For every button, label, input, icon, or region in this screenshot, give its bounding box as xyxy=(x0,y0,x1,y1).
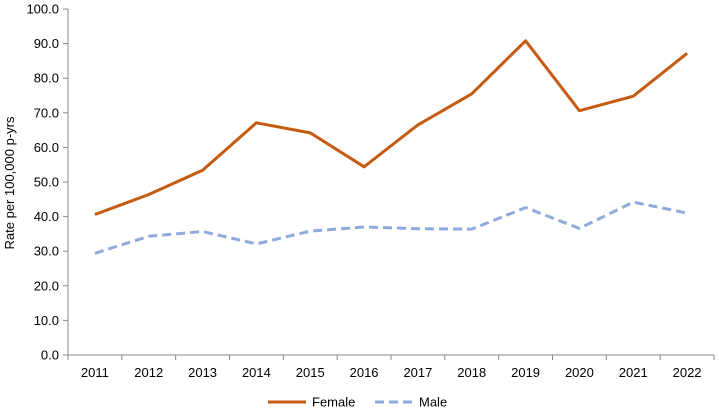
x-tick-label: 2020 xyxy=(565,365,594,380)
x-tick-label: 2018 xyxy=(457,365,486,380)
x-tick-label: 2012 xyxy=(134,365,163,380)
x-tick-label: 2011 xyxy=(81,365,109,380)
y-tick-label: 10.0 xyxy=(34,313,59,328)
y-tick-label: 40.0 xyxy=(34,209,59,224)
series-line-male xyxy=(94,200,688,255)
x-tick-label: 2014 xyxy=(242,365,271,380)
x-tick-label: 2021 xyxy=(619,365,648,380)
y-axis-title-group: Rate per 100,000 p-yrs xyxy=(2,116,17,249)
x-tick-label: 2022 xyxy=(673,365,702,380)
series-line-female xyxy=(94,39,689,216)
y-axis-title: Rate per 100,000 p-yrs xyxy=(2,116,17,249)
y-tick-label: 100.0 xyxy=(26,2,59,17)
x-tick-label: 2017 xyxy=(403,365,432,380)
y-tick-label: 70.0 xyxy=(34,105,59,120)
x-axis-ticks: 2011 2012 2013 2014 2015 2016 2017 2018 2019 2020… xyxy=(67,355,715,380)
y-tick-label: 90.0 xyxy=(34,36,59,51)
y-tick-label: 30.0 xyxy=(34,244,59,259)
y-axis-ticks: 0.0 10.0 20.0 30.0 40.0 50.0 60.0 70.0 80.0 90.0 1… xyxy=(26,2,68,363)
legend-label-female: Female xyxy=(312,395,355,410)
y-tick-label: 80.0 xyxy=(34,71,59,86)
y-tick-label: 60.0 xyxy=(34,140,59,155)
y-tick-label: 20.0 xyxy=(34,278,59,293)
y-tick-label: 0.0 xyxy=(41,348,59,363)
x-tick-label: 2015 xyxy=(296,365,325,380)
x-tick-label: 2013 xyxy=(188,365,217,380)
legend: Female Male xyxy=(268,395,447,410)
x-tick-label: 2019 xyxy=(511,365,540,380)
x-tick-label: 2016 xyxy=(350,365,379,380)
series-layer xyxy=(94,39,689,255)
axes xyxy=(67,9,714,356)
legend-label-male: Male xyxy=(419,395,447,410)
y-tick-label: 50.0 xyxy=(34,175,59,190)
